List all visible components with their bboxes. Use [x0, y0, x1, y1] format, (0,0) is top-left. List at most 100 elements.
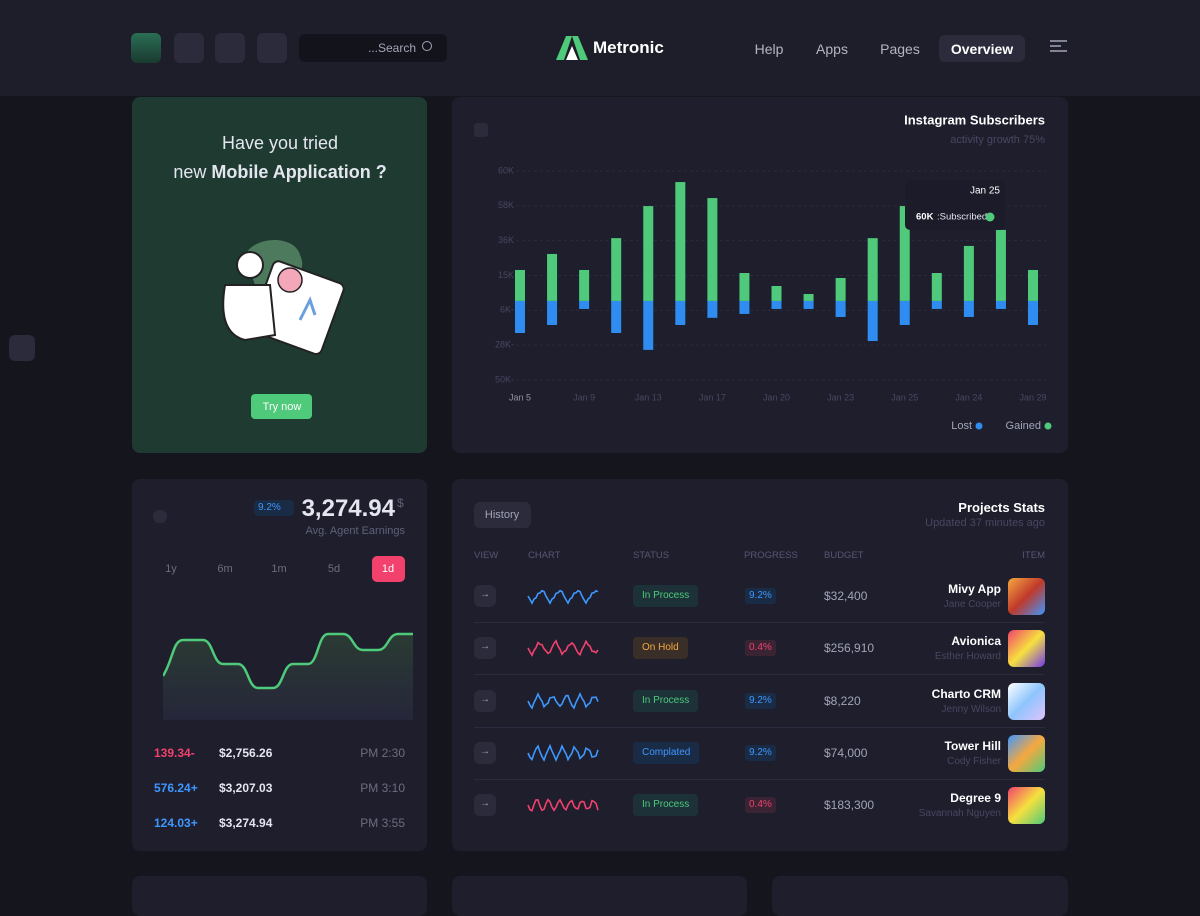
bar	[547, 300, 558, 325]
bar	[835, 277, 846, 301]
y-axis-label: 28K-	[495, 340, 514, 350]
sparkline	[527, 589, 599, 605]
more-button[interactable]	[474, 123, 488, 137]
status-badge: In Process	[633, 689, 699, 712]
item-name: Degree 9	[950, 791, 1001, 806]
nav-item[interactable]: Help	[754, 41, 784, 57]
item-name: Mivy App	[948, 582, 1001, 596]
promo-prefix: new	[173, 162, 207, 182]
more-button[interactable]	[153, 510, 167, 523]
nav-active[interactable]	[939, 35, 1025, 62]
view-button[interactable]	[474, 794, 496, 817]
sparkline	[527, 743, 599, 763]
progress-badge: 9.2%	[745, 588, 776, 604]
arrow: →	[480, 641, 490, 653]
change: 576.24+	[154, 781, 198, 795]
x-axis-label: Jan 23	[827, 392, 854, 402]
logo	[556, 36, 588, 60]
bar	[707, 198, 718, 301]
tooltip-value: 60K	[916, 212, 934, 223]
arrow: →	[480, 745, 490, 757]
bar	[771, 286, 782, 301]
chart-button[interactable]	[215, 33, 245, 63]
item-person: Savannah Nguyen	[918, 808, 1001, 820]
view-button[interactable]	[474, 741, 496, 764]
y-axis-label: 6K-	[500, 305, 514, 315]
column-header: VIEW	[474, 550, 499, 561]
chart-subtitle: activity growth 75%	[950, 134, 1045, 146]
bar	[547, 253, 558, 301]
view-button[interactable]	[474, 637, 496, 660]
period-option[interactable]: 5d	[327, 563, 341, 575]
earnings-area	[163, 632, 413, 720]
item-thumb	[1008, 682, 1045, 720]
bar	[579, 269, 590, 301]
nav-item[interactable]: Overview	[950, 41, 1014, 57]
legend-dot	[975, 422, 983, 430]
bar	[995, 300, 1006, 309]
try-button[interactable]	[251, 394, 312, 419]
bar	[515, 300, 525, 334]
bar	[675, 300, 686, 325]
row-divider	[474, 778, 1045, 780]
time: PM 3:10	[360, 781, 405, 795]
illustration	[222, 240, 345, 355]
sparkline-path	[527, 743, 599, 763]
search-icon	[422, 41, 432, 51]
y-axis-label: 15K	[498, 270, 514, 280]
row-divider	[474, 674, 1045, 676]
item-person: Cody Fisher	[947, 755, 1001, 767]
bar	[611, 300, 622, 334]
x-axis-label: Jan 13	[635, 392, 662, 402]
item-thumb	[1008, 630, 1045, 668]
bar	[707, 300, 718, 318]
progress-badge: 9.2%	[745, 744, 776, 761]
currency: $	[397, 496, 404, 510]
help-button[interactable]	[9, 335, 35, 361]
brand: Metronic	[593, 38, 664, 57]
item-thumb	[1008, 578, 1045, 615]
progress-badge: 0.4%	[745, 797, 776, 814]
history-button[interactable]	[474, 502, 531, 528]
progress-badge: 0.4%	[745, 640, 776, 657]
bar	[515, 269, 525, 301]
promo-bold: Mobile Application ?	[211, 162, 387, 182]
budget: $256,910	[824, 641, 875, 656]
nav-item[interactable]: Apps	[816, 41, 848, 57]
status-badge: On Hold	[633, 637, 688, 660]
nav-item[interactable]: Pages	[880, 41, 920, 57]
calendar-button[interactable]	[174, 33, 204, 63]
bar	[995, 229, 1006, 301]
sparkline-path	[527, 589, 599, 605]
item-person: Jane Cooper	[943, 599, 1001, 610]
period-option[interactable]: 1d	[381, 563, 395, 575]
edit-button[interactable]	[257, 33, 287, 63]
change-badge	[254, 500, 294, 516]
time: PM 2:30	[360, 746, 405, 760]
x-axis-label: Jan 29	[1019, 392, 1046, 402]
period-active[interactable]	[372, 556, 405, 582]
bar	[835, 300, 846, 317]
view-button[interactable]	[474, 585, 496, 607]
bar	[739, 300, 750, 314]
avatar[interactable]	[131, 33, 161, 63]
tooltip-label: :Subscribed	[937, 212, 987, 223]
period-option[interactable]: 1m	[271, 563, 287, 575]
y-axis-label: 60K	[498, 165, 514, 175]
try-button-label[interactable]: Try now	[262, 401, 302, 413]
history-label[interactable]: History	[484, 509, 520, 521]
arrow: →	[480, 589, 490, 600]
period-option[interactable]: 1y	[165, 563, 177, 575]
row-divider	[474, 622, 1045, 623]
bar	[867, 300, 878, 342]
sparkline-path	[527, 639, 599, 658]
bar	[899, 206, 910, 301]
menu-icon[interactable]	[1050, 40, 1067, 54]
view-button[interactable]	[474, 689, 496, 712]
bar	[739, 273, 750, 301]
legend-label: Lost	[951, 420, 972, 432]
period-option[interactable]: 6m	[217, 563, 233, 575]
bar	[1028, 300, 1038, 325]
status-badge: In Process	[633, 585, 699, 607]
